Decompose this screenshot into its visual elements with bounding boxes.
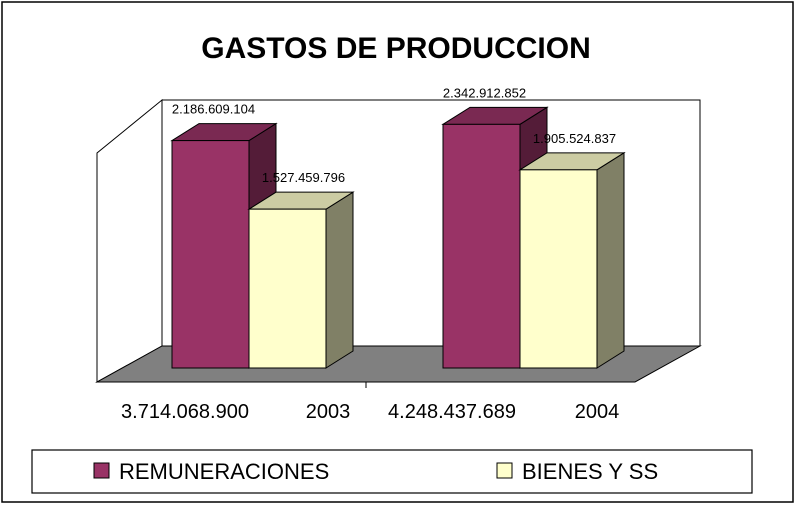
bar-bienes-y-ss-0 <box>247 191 355 369</box>
data-label: 1.527.459.796 <box>262 170 345 185</box>
bar-side <box>596 151 625 369</box>
data-labels: 2.186.609.104 1.527.459.796 2.342.912.852 1… <box>172 85 616 185</box>
legend-box <box>31 449 753 494</box>
data-label: 1.905.524.837 <box>533 131 616 146</box>
bar-front <box>171 140 250 369</box>
data-label: 2.342.912.852 <box>443 85 526 100</box>
plot-area <box>95 98 702 383</box>
tick-label-total: 3.714.068.900 <box>121 401 249 423</box>
legend-swatch <box>93 462 110 479</box>
tick-label-year: 2004 <box>575 401 620 423</box>
legend-swatch <box>496 462 513 479</box>
tick-label-year: 2003 <box>306 401 351 423</box>
bar-front <box>519 169 598 369</box>
category-axis: 3.714.068.900 2003 4.248.437.689 2004 <box>97 381 635 423</box>
data-label: 2.186.609.104 <box>172 102 255 117</box>
bar-front <box>248 208 327 369</box>
legend-label: REMUNERACIONES <box>119 459 329 484</box>
legend-label: BIENES Y SS <box>522 459 658 484</box>
bar-side <box>325 191 354 369</box>
chart-title: GASTOS DE PRODUCCION <box>201 32 591 65</box>
legend: REMUNERACIONES BIENES Y SS <box>31 449 753 494</box>
bar-front <box>442 123 521 369</box>
tick-label-total: 4.248.437.689 <box>388 401 516 423</box>
bar-bienes-y-ss-1 <box>518 151 626 369</box>
